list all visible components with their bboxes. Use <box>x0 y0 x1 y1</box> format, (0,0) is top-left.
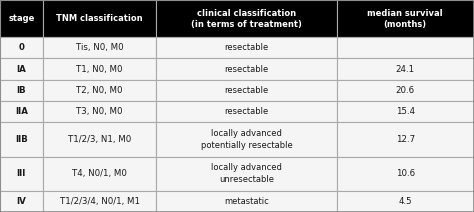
Text: Tis, N0, M0: Tis, N0, M0 <box>76 43 123 52</box>
Text: stage: stage <box>8 14 35 23</box>
Bar <box>337 37 474 59</box>
Text: TNM classification: TNM classification <box>56 14 143 23</box>
Bar <box>337 122 474 156</box>
Bar <box>156 156 337 191</box>
Text: locally advanced
potentially resectable: locally advanced potentially resectable <box>201 129 292 150</box>
Bar <box>0 156 43 191</box>
Text: IB: IB <box>17 86 26 95</box>
Text: IIA: IIA <box>15 107 28 116</box>
Bar <box>43 0 156 37</box>
Text: 15.4: 15.4 <box>396 107 415 116</box>
Bar <box>156 101 337 122</box>
Bar <box>0 0 43 37</box>
Bar <box>156 80 337 101</box>
Text: resectable: resectable <box>224 65 269 74</box>
Bar <box>43 191 156 212</box>
Bar <box>337 101 474 122</box>
Text: 20.6: 20.6 <box>396 86 415 95</box>
Bar <box>156 0 337 37</box>
Text: T1/2/3, N1, M0: T1/2/3, N1, M0 <box>68 135 131 144</box>
Bar <box>156 59 337 80</box>
Text: T1, N0, M0: T1, N0, M0 <box>76 65 123 74</box>
Bar <box>0 122 43 156</box>
Text: 4.5: 4.5 <box>399 197 412 206</box>
Bar <box>43 101 156 122</box>
Text: 24.1: 24.1 <box>396 65 415 74</box>
Text: IA: IA <box>17 65 26 74</box>
Text: 0: 0 <box>18 43 24 52</box>
Bar <box>337 0 474 37</box>
Text: T3, N0, M0: T3, N0, M0 <box>76 107 123 116</box>
Text: locally advanced
unresectable: locally advanced unresectable <box>211 163 282 184</box>
Text: 10.6: 10.6 <box>396 169 415 178</box>
Bar <box>0 191 43 212</box>
Text: median survival
(months): median survival (months) <box>367 8 443 29</box>
Text: resectable: resectable <box>224 43 269 52</box>
Text: T1/2/3/4, N0/1, M1: T1/2/3/4, N0/1, M1 <box>60 197 139 206</box>
Text: IV: IV <box>17 197 26 206</box>
Text: resectable: resectable <box>224 107 269 116</box>
Text: IIB: IIB <box>15 135 27 144</box>
Text: metastatic: metastatic <box>224 197 269 206</box>
Bar <box>156 191 337 212</box>
Bar <box>337 59 474 80</box>
Bar <box>337 191 474 212</box>
Text: resectable: resectable <box>224 86 269 95</box>
Bar <box>43 80 156 101</box>
Bar <box>0 101 43 122</box>
Text: III: III <box>17 169 26 178</box>
Bar <box>337 156 474 191</box>
Bar <box>156 122 337 156</box>
Bar <box>43 37 156 59</box>
Bar <box>0 59 43 80</box>
Bar <box>43 156 156 191</box>
Bar <box>43 122 156 156</box>
Bar <box>156 37 337 59</box>
Bar <box>43 59 156 80</box>
Bar <box>337 80 474 101</box>
Text: 12.7: 12.7 <box>396 135 415 144</box>
Text: T2, N0, M0: T2, N0, M0 <box>76 86 123 95</box>
Bar <box>0 37 43 59</box>
Text: T4, N0/1, M0: T4, N0/1, M0 <box>72 169 127 178</box>
Bar <box>0 80 43 101</box>
Text: clinical classification
(in terms of treatment): clinical classification (in terms of tre… <box>191 8 302 29</box>
